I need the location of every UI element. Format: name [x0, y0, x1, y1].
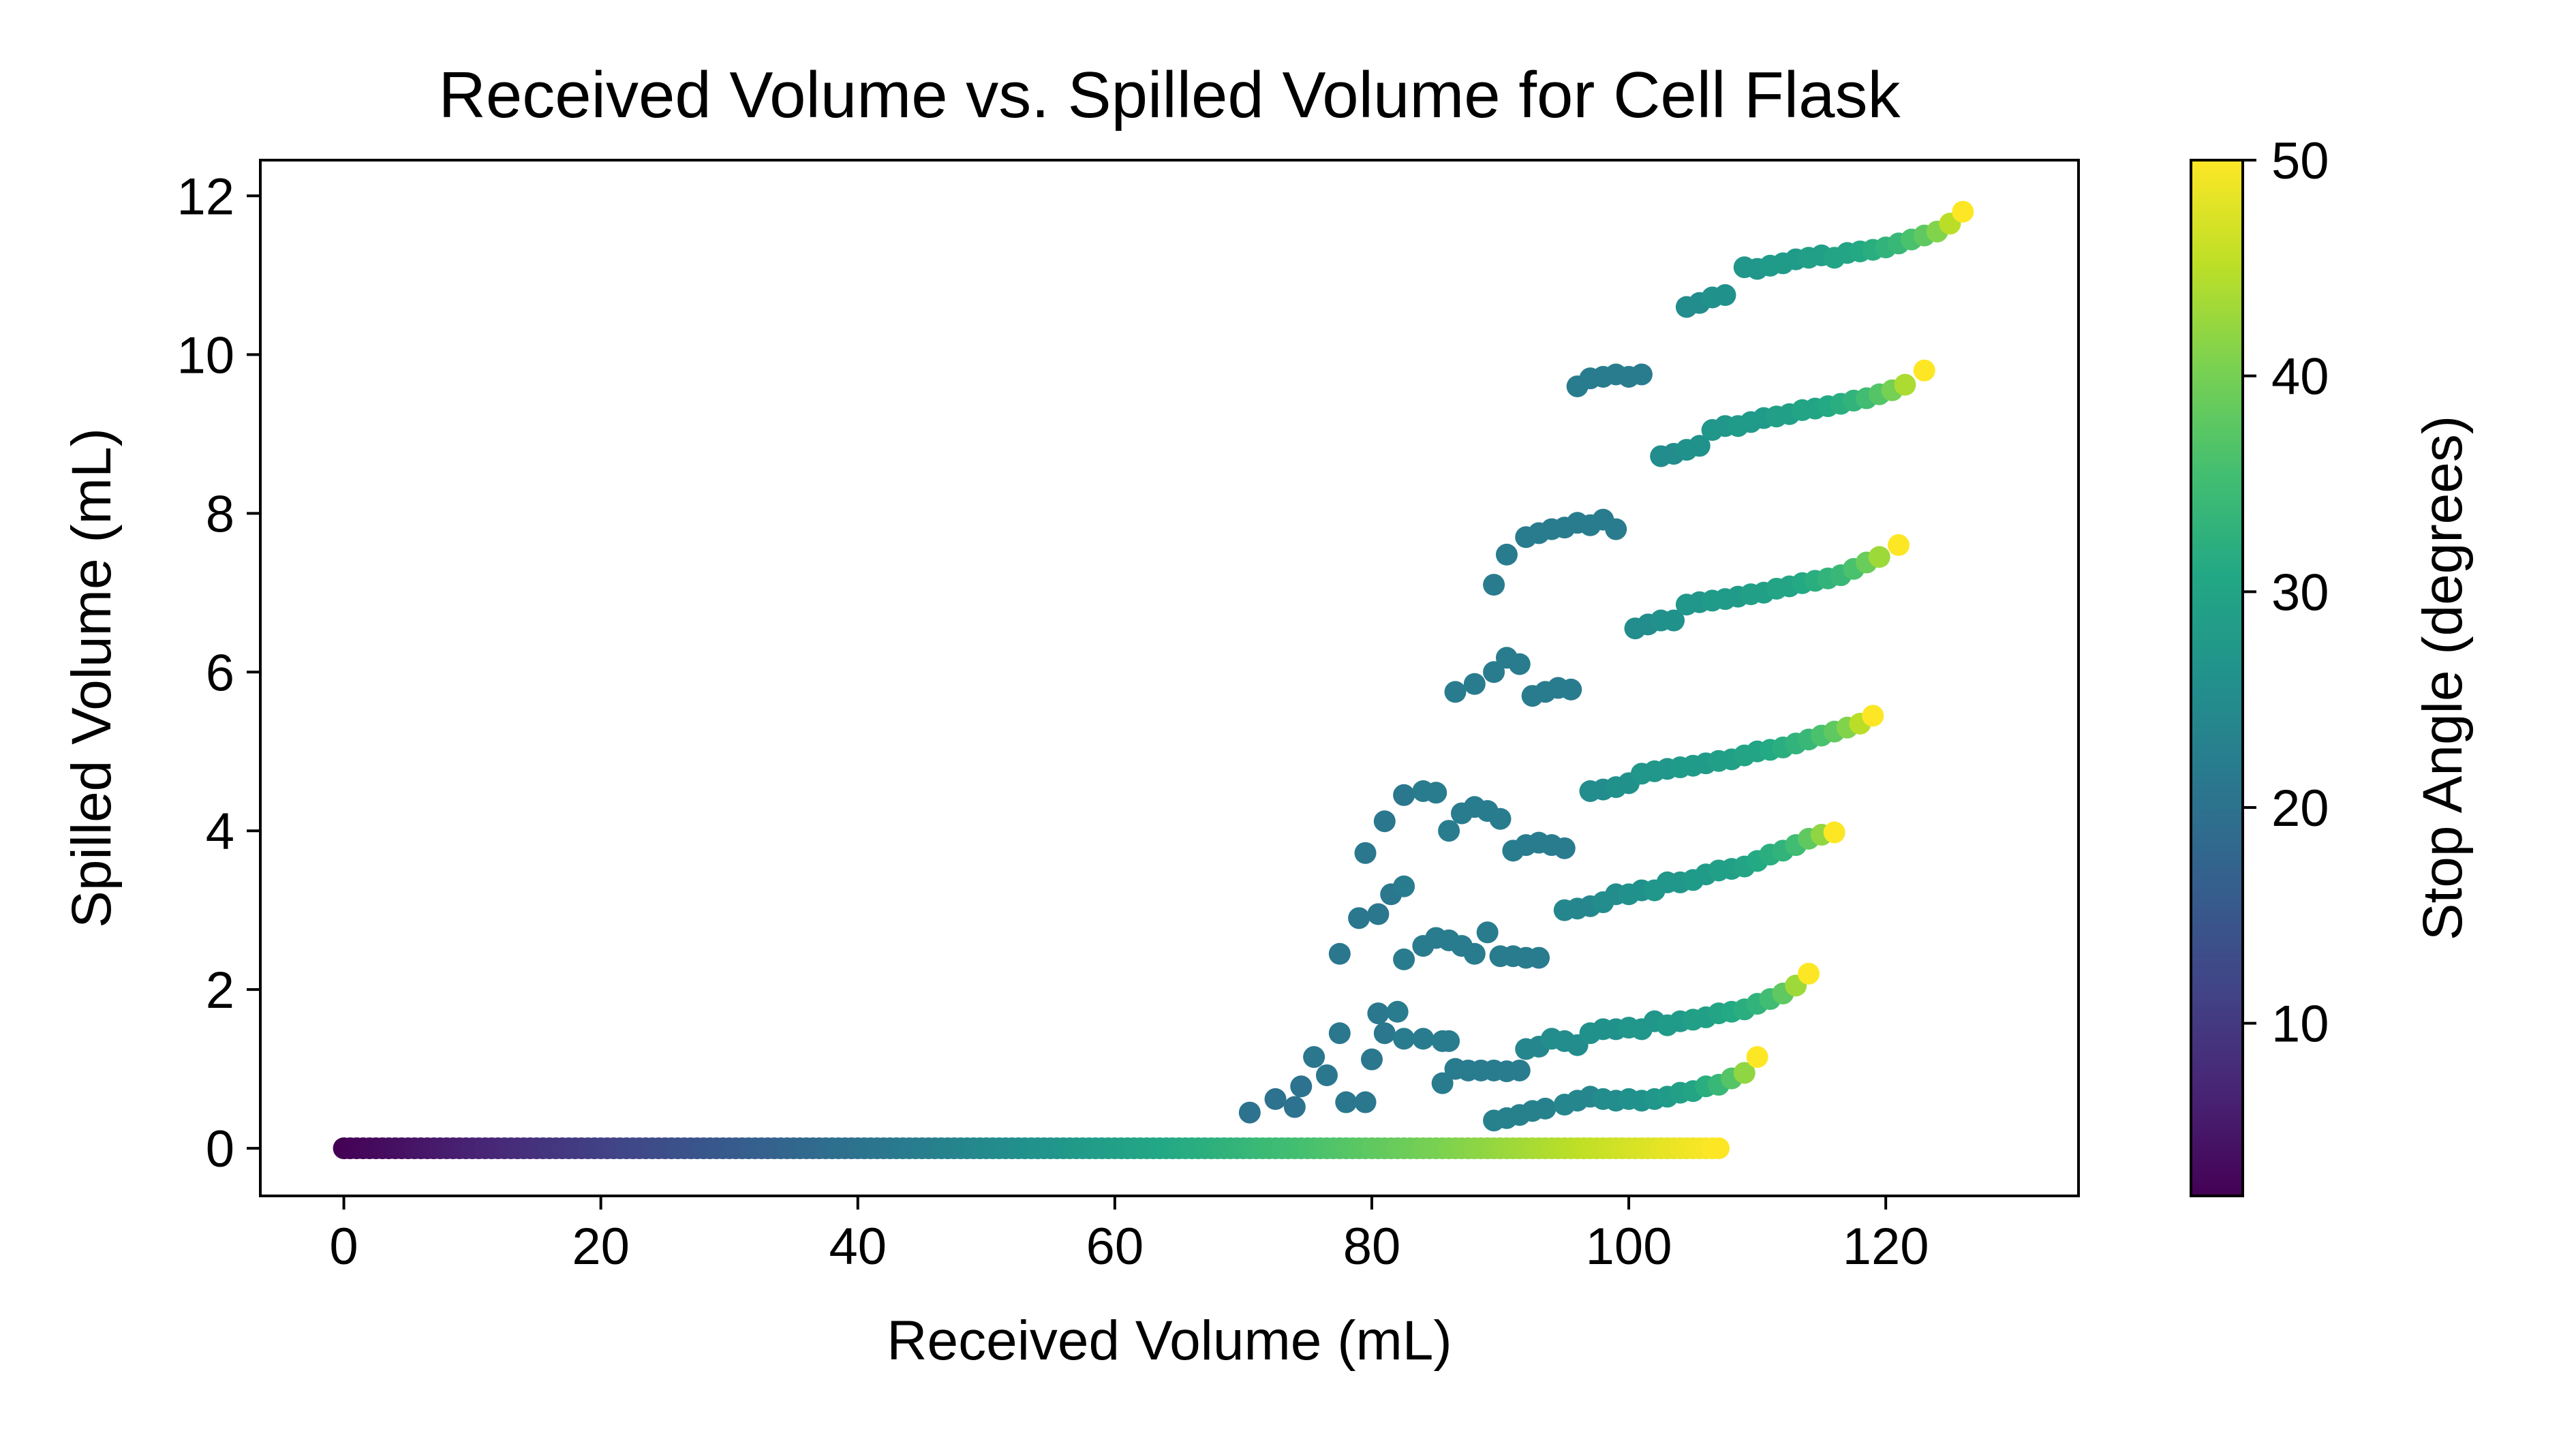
data-point: [1444, 681, 1467, 703]
data-point: [1708, 1137, 1730, 1160]
x-tick-label: 60: [1086, 1218, 1144, 1276]
colorbar-label: Stop Angle (degrees): [2412, 416, 2474, 940]
colorbar-axis: 10 20 30 40 50: [2243, 132, 2329, 1053]
data-point: [1798, 962, 1820, 985]
data-point: [1425, 782, 1447, 804]
colorbar-tick-label: 10: [2271, 996, 2329, 1053]
data-point: [1367, 903, 1390, 925]
x-tick-label: 40: [829, 1218, 887, 1276]
data-point: [1463, 673, 1486, 695]
data-point: [1528, 947, 1550, 969]
y-axis-label: Spilled Volume (mL): [61, 428, 123, 928]
data-point: [1952, 200, 1974, 223]
y-axis: 0 2 4 6 8 10 12: [177, 168, 260, 1178]
data-point: [1862, 705, 1884, 727]
data-point: [1335, 1091, 1358, 1113]
colorbar-tick-label: 30: [2271, 564, 2329, 621]
y-tick-label: 10: [177, 326, 234, 384]
data-point: [1328, 1022, 1351, 1045]
data-point: [1315, 1064, 1338, 1086]
data-point: [1495, 543, 1518, 566]
data-point: [1393, 784, 1415, 806]
data-point: [1560, 678, 1582, 701]
data-point: [1483, 661, 1505, 683]
y-tick-label: 6: [206, 644, 234, 702]
data-point: [1508, 1059, 1531, 1081]
data-point: [1393, 875, 1415, 897]
y-tick-label: 0: [206, 1120, 234, 1178]
data-point: [1386, 1000, 1409, 1023]
y-tick-label: 4: [206, 803, 234, 861]
data-point: [1714, 284, 1736, 307]
data-point: [1476, 921, 1499, 944]
data-point: [1290, 1075, 1313, 1098]
x-axis: 0 20 40 60 80 100 120: [329, 1196, 1929, 1276]
data-point: [1393, 1028, 1415, 1050]
data-point: [1508, 653, 1531, 675]
data-point: [1431, 1072, 1454, 1094]
x-tick-label: 20: [572, 1218, 630, 1276]
data-point: [1373, 1022, 1396, 1045]
data-point: [1463, 942, 1486, 965]
data-point: [1688, 435, 1711, 457]
y-tick-label: 2: [206, 961, 234, 1019]
data-point: [1605, 518, 1627, 540]
data-point: [1354, 1091, 1377, 1113]
x-tick-label: 0: [329, 1218, 358, 1276]
x-tick-label: 120: [1843, 1218, 1929, 1276]
data-point: [1489, 807, 1512, 830]
data-point: [1823, 821, 1845, 844]
data-point: [1393, 948, 1415, 970]
data-point: [1746, 1046, 1768, 1068]
data-point: [1360, 1048, 1383, 1071]
data-point: [1303, 1046, 1325, 1068]
data-point: [1354, 842, 1377, 864]
x-tick-label: 80: [1343, 1218, 1401, 1276]
data-point: [1438, 1030, 1460, 1052]
x-tick-label: 100: [1586, 1218, 1672, 1276]
data-point: [1412, 1028, 1435, 1050]
data-point: [1534, 1097, 1557, 1120]
colorbar-tick-label: 50: [2271, 132, 2329, 190]
data-point: [1373, 810, 1396, 833]
data-point: [1894, 373, 1916, 396]
chart-title: Received Volume vs. Spilled Volume for C…: [439, 59, 1901, 132]
plot-frame: [259, 159, 2080, 1197]
data-point: [1367, 1002, 1390, 1025]
data-point: [1663, 609, 1685, 632]
data-point: [1913, 359, 1935, 382]
data-point: [1630, 363, 1653, 386]
data-point: [1264, 1088, 1287, 1110]
colorbar-tick-label: 40: [2271, 348, 2329, 406]
data-point: [1238, 1101, 1261, 1124]
data-point: [1483, 574, 1505, 596]
colorbar-tick-label: 20: [2271, 780, 2329, 837]
data-point: [1348, 907, 1370, 929]
data-point: [1283, 1096, 1306, 1118]
y-tick-label: 12: [177, 168, 234, 226]
data-point: [1868, 546, 1890, 568]
data-point: [1888, 534, 1910, 556]
data-point: [1733, 1062, 1755, 1084]
data-points: [333, 200, 1974, 1160]
data-point: [1438, 820, 1460, 842]
y-tick-label: 8: [206, 485, 234, 543]
data-point: [1553, 837, 1576, 859]
x-axis-label: Received Volume (mL): [887, 1310, 1452, 1372]
data-point: [1328, 942, 1351, 965]
colorbar: [2190, 159, 2244, 1197]
